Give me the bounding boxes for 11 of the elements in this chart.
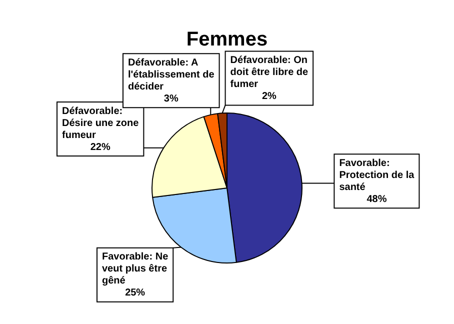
slice-label: Défavorable: A l'établissement de décider xyxy=(128,57,215,92)
data-label: 25% xyxy=(125,288,146,299)
slice-label: Favorable: Ne veut plus être gêné xyxy=(102,252,169,287)
slice-label: Favorable: Protection de la santé xyxy=(339,158,415,193)
chart-title: Femmes xyxy=(186,28,268,51)
data-label: 48% xyxy=(366,194,387,205)
slice-label: Défavorable: Désire une zone fumeur xyxy=(62,106,140,141)
data-label: 2% xyxy=(262,90,277,102)
slice-label: Défavorable: On doit être libre de fumer xyxy=(230,54,309,90)
data-label: 3% xyxy=(164,93,178,104)
data-label: 22% xyxy=(90,142,110,153)
